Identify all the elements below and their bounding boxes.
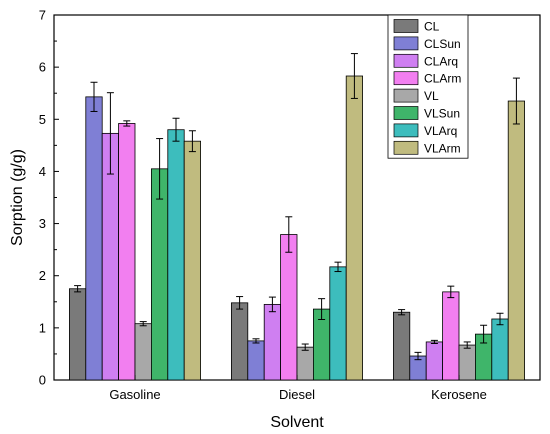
x-axis: Gasoline Diesel Kerosene <box>109 375 487 402</box>
bar-VL-Diesel <box>296 346 314 381</box>
errorbars-layer <box>74 53 520 361</box>
y-axis-title: Sorption (g/g) <box>9 149 26 246</box>
bar-CLArq-Diesel <box>263 303 282 381</box>
bar-CLArm-Gasoline <box>118 123 136 381</box>
legend-label-CLSun: CLSun <box>424 37 461 51</box>
bar-VL-Gasoline <box>134 323 152 381</box>
bar-VLArm-Gasoline <box>183 140 201 381</box>
y-tick-label: 6 <box>39 60 46 75</box>
bar-CL-Diesel <box>230 302 249 381</box>
legend-swatch-VL <box>393 88 419 103</box>
y-axis: 0 1 2 3 4 5 6 7 <box>39 8 59 388</box>
legend-swatch-VLArm <box>393 140 419 155</box>
y-tick-label: 3 <box>39 216 46 231</box>
bar-VLArm-Diesel <box>345 75 364 381</box>
legend-label-CLArq: CLArq <box>424 54 458 68</box>
legend-label-VLSun: VLSun <box>424 107 460 121</box>
bars-layer <box>69 75 526 381</box>
bar-CLArm-Diesel <box>280 234 298 381</box>
bar-VLArq-Diesel <box>329 266 347 381</box>
bar-VLSun-Gasoline <box>150 168 169 381</box>
bar-CLSun-Diesel <box>247 340 265 381</box>
legend: CL CLSun CLArq CLArm VL VLSun VLArq VLArm <box>387 14 469 159</box>
y-tick-label: 4 <box>39 164 46 179</box>
x-axis-title: Solvent <box>270 414 324 431</box>
legend-swatch-VLArq <box>393 123 419 138</box>
bar-VLArm-Kerosene <box>507 100 526 381</box>
bar-CL-Kerosene <box>392 311 411 381</box>
x-tick-label: Kerosene <box>431 387 487 402</box>
legend-label-VLArq: VLArq <box>424 124 457 138</box>
legend-label-CLArm: CLArm <box>424 72 461 86</box>
legend-swatch-CLArq <box>393 53 419 68</box>
bar-CLSun-Gasoline <box>85 96 103 381</box>
x-tick-label: Gasoline <box>109 387 160 402</box>
y-tick-label: 0 <box>39 373 46 388</box>
bar-VLArq-Kerosene <box>491 318 509 381</box>
bar-CLArq-Kerosene <box>425 341 444 381</box>
y-tick-label: 2 <box>39 268 46 283</box>
legend-label-CL: CL <box>424 20 440 34</box>
y-tick-label: 1 <box>39 320 46 335</box>
legend-swatch-VLSun <box>393 106 419 120</box>
legend-swatch-CLSun <box>393 36 419 51</box>
x-tick-label: Diesel <box>279 387 315 402</box>
bar-VLArq-Gasoline <box>167 129 185 381</box>
legend-label-VL: VL <box>424 89 439 103</box>
bar-CL-Gasoline <box>69 288 87 381</box>
bar-CLArm-Kerosene <box>442 291 460 381</box>
legend-label-VLArm: VLArm <box>424 141 461 155</box>
legend-swatch-CL <box>393 19 419 33</box>
bar-VL-Kerosene <box>458 344 476 381</box>
legend-swatch-CLArm <box>393 71 419 86</box>
y-tick-label: 5 <box>39 112 46 127</box>
y-tick-label: 7 <box>39 8 46 23</box>
